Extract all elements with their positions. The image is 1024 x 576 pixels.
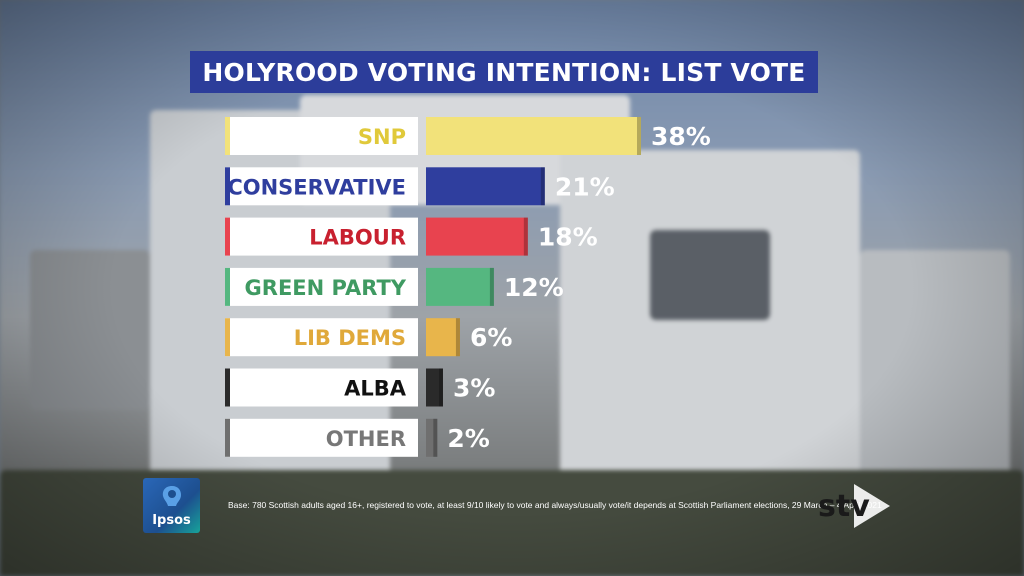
ipsos-head-icon (162, 486, 181, 506)
bar-row-lib-dems: LIB DEMS 6% (225, 318, 512, 357)
bar-row-conservative: CONSERVATIVE 21% (225, 167, 615, 206)
value-label: 6% (470, 323, 512, 352)
bar-row-snp: SNP 38% (225, 117, 711, 155)
party-label: GREEN PARTY (245, 276, 407, 300)
bar-end-shade (540, 167, 545, 206)
value-label: 38% (651, 122, 711, 151)
bar (426, 368, 443, 407)
bar-row-alba: ALBA 3% (225, 368, 495, 407)
value-label: 18% (538, 223, 598, 252)
label-accent (225, 217, 230, 256)
party-label: OTHER (326, 427, 406, 451)
bar (426, 267, 494, 306)
bar-end-shade (455, 318, 460, 357)
label-box (225, 418, 418, 457)
bar-row-labour: LABOUR 18% (225, 217, 598, 256)
bar-end-shade (489, 267, 494, 306)
bar-end-shade (637, 117, 641, 155)
bar (426, 418, 438, 457)
value-label: 3% (453, 374, 495, 403)
party-label: LIB DEMS (294, 326, 406, 350)
ipsos-logo: Ipsos (143, 478, 200, 533)
value-label: 12% (504, 273, 564, 302)
bar (426, 167, 545, 206)
value-label: 21% (555, 172, 615, 201)
bar (426, 217, 528, 256)
label-accent (225, 167, 230, 206)
chart-title: HOLYROOD VOTING INTENTION: LIST VOTE (202, 57, 806, 87)
label-box (225, 217, 418, 256)
label-box (225, 267, 418, 306)
label-accent (225, 368, 230, 407)
bar-end-shade (433, 418, 438, 457)
base-note: Base: 780 Scottish adults aged 16+, regi… (228, 500, 882, 510)
party-label: ALBA (344, 377, 407, 401)
label-box (225, 167, 418, 206)
party-label: CONSERVATIVE (227, 175, 406, 199)
ipsos-logo-text: Ipsos (152, 513, 191, 528)
label-box (225, 318, 418, 357)
party-label: LABOUR (309, 226, 406, 250)
label-accent (225, 117, 230, 155)
label-accent (225, 267, 230, 306)
bar-end-shade (438, 368, 443, 407)
bar-row-green-party: GREEN PARTY 12% (225, 267, 564, 306)
value-label: 2% (447, 424, 489, 453)
label-accent (225, 418, 230, 457)
party-label: SNP (358, 125, 406, 149)
bar (426, 318, 460, 357)
bar (426, 117, 641, 155)
label-box (225, 368, 418, 407)
stv-logo-text: stv (818, 489, 870, 524)
chart-title-box: HOLYROOD VOTING INTENTION: LIST VOTE (190, 51, 818, 93)
bar-row-other: OTHER 2% (225, 418, 490, 457)
stv-logo: stv (818, 484, 890, 528)
label-accent (225, 318, 230, 357)
bar-end-shade (523, 217, 528, 256)
label-box (225, 117, 418, 155)
